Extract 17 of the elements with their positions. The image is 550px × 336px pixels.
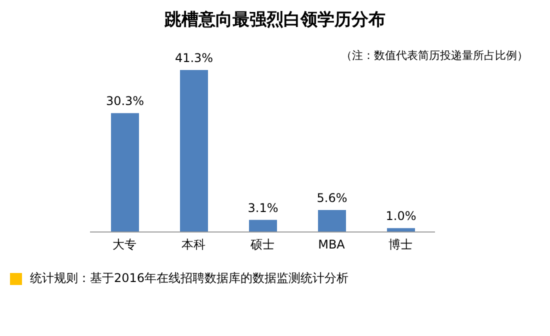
bar xyxy=(111,113,139,232)
text: 统计规则：基于2016年在线招聘数据库的数据监测统计分析 xyxy=(30,270,349,287)
x-tick-label: 大专 xyxy=(112,238,136,252)
x-tick-label: 博士 xyxy=(388,238,412,252)
bar xyxy=(180,70,208,232)
bar xyxy=(249,220,277,232)
x-tick-label: MBA xyxy=(318,238,346,252)
chart-subtitle: （注：数值代表简历投递量所占比例） xyxy=(341,48,528,63)
data-label: 3.1% xyxy=(248,200,278,215)
data-label: 1.0% xyxy=(386,209,416,224)
x-tick-label: 硕士 xyxy=(250,238,274,252)
data-label: 30.3% xyxy=(106,94,144,108)
data-label: 41.3% xyxy=(174,51,214,65)
data-label: 5.6% xyxy=(316,191,348,206)
x-tick-label: 本科 xyxy=(182,238,206,252)
chart-title: 跳槽意向最强烈白领学历分布 xyxy=(164,9,386,31)
bar xyxy=(318,210,346,232)
